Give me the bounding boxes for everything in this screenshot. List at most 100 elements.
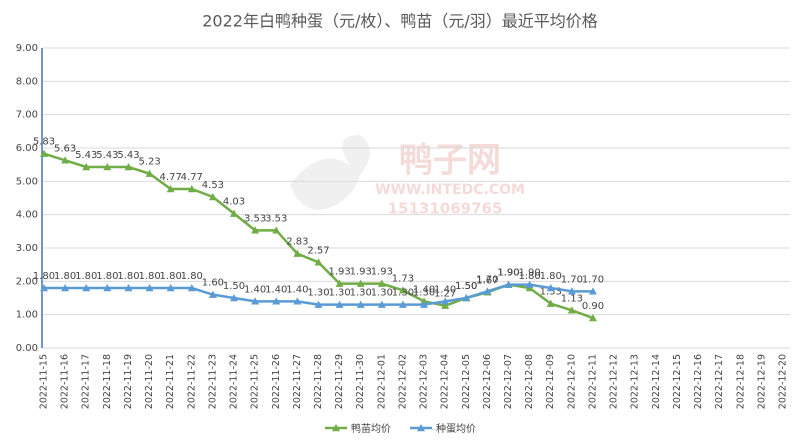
data-label: 1.80 <box>96 271 118 282</box>
x-tick-label: 2022-12-07 <box>503 354 514 409</box>
data-label: 1.80 <box>75 271 97 282</box>
data-label: 1.93 <box>371 267 393 278</box>
data-label: 2.83 <box>286 237 308 248</box>
x-tick-label: 2022-12-15 <box>672 354 683 409</box>
data-label: 1.73 <box>392 273 414 284</box>
data-label: 3.53 <box>265 213 287 224</box>
point-marker <box>124 163 133 171</box>
data-label: 1.30 <box>350 288 372 299</box>
data-label: 1.13 <box>561 293 583 304</box>
point-marker <box>40 284 48 292</box>
data-label: 1.93 <box>350 267 372 278</box>
point-marker <box>546 299 555 307</box>
watermark-text: WWW.INTEDC.COM <box>375 182 525 198</box>
data-label: 1.67 <box>476 275 498 286</box>
legend-marker <box>417 424 425 432</box>
data-label: 1.50 <box>455 281 477 292</box>
point-marker <box>124 284 133 292</box>
x-tick-label: 2022-11-20 <box>144 354 155 409</box>
point-marker <box>230 294 239 302</box>
point-marker <box>293 249 302 257</box>
x-tick-label: 2022-12-06 <box>482 354 493 409</box>
y-tick-label: 1.00 <box>16 310 38 321</box>
data-label: 1.30 <box>392 288 414 299</box>
point-marker <box>525 280 534 288</box>
point-marker <box>335 300 344 308</box>
point-marker <box>377 300 386 308</box>
point-marker <box>61 156 70 164</box>
point-marker <box>230 209 239 217</box>
point-marker <box>166 185 175 193</box>
data-label: 1.80 <box>518 271 540 282</box>
watermark-logo <box>290 135 370 210</box>
data-label: 1.90 <box>497 268 519 279</box>
legend-marker <box>332 424 340 432</box>
x-tick-label: 2022-12-16 <box>693 354 704 409</box>
x-tick-label: 2022-11-18 <box>102 354 113 409</box>
point-marker <box>251 226 260 234</box>
x-tick-label: 2022-12-03 <box>419 354 430 409</box>
point-marker <box>187 284 196 292</box>
point-marker <box>398 300 407 308</box>
x-tick-label: 2022-11-17 <box>81 354 92 409</box>
data-label: 1.80 <box>138 271 160 282</box>
data-label: 4.77 <box>160 172 182 183</box>
data-label: 5.63 <box>54 143 76 154</box>
y-tick-label: 6.00 <box>16 143 38 154</box>
x-tick-label: 2022-12-04 <box>440 354 451 409</box>
data-label: 4.53 <box>202 180 224 191</box>
point-marker <box>356 300 365 308</box>
point-marker <box>61 284 70 292</box>
data-label: 1.80 <box>181 271 203 282</box>
point-marker <box>462 294 471 302</box>
data-label: 1.80 <box>54 271 76 282</box>
point-marker <box>588 287 597 295</box>
data-label: 1.50 <box>455 281 477 292</box>
data-label: 5.43 <box>96 150 118 161</box>
watermark: 鸭子网 WWW.INTEDC.COM 15131069765 <box>290 135 525 218</box>
y-tick-label: 3.00 <box>16 243 38 254</box>
x-tick-label: 2022-12-18 <box>735 354 746 409</box>
data-label: 1.80 <box>33 271 55 282</box>
x-tick-label: 2022-11-24 <box>229 354 240 409</box>
point-marker <box>504 280 513 288</box>
point-marker <box>272 226 281 234</box>
data-label: 1.70 <box>582 274 604 285</box>
point-marker <box>420 300 429 308</box>
point-marker <box>567 306 576 314</box>
x-tick-label: 2022-12-19 <box>756 354 767 409</box>
point-marker <box>398 286 407 294</box>
data-label: 1.30 <box>413 288 435 299</box>
data-label: 5.43 <box>75 150 97 161</box>
chart-title: 2022年白鸭种蛋（元/枚）、鸭苗（元/羽）最近平均价格 <box>202 12 598 31</box>
x-tick-label: 2022-12-05 <box>461 354 472 409</box>
data-label: 1.70 <box>476 274 498 285</box>
x-tick-label: 2022-11-26 <box>271 354 282 409</box>
x-tick-label: 2022-11-16 <box>60 354 71 409</box>
point-marker <box>546 284 555 292</box>
data-label: 5.83 <box>33 137 55 148</box>
x-tick-label: 2022-11-21 <box>165 354 176 409</box>
x-tick-label: 2022-12-02 <box>397 354 408 409</box>
x-tick-label: 2022-11-15 <box>39 354 50 409</box>
x-tick-label: 2022-11-23 <box>207 354 218 409</box>
point-marker <box>251 297 260 305</box>
x-tick-label: 2022-11-30 <box>355 354 366 409</box>
x-tick-label: 2022-12-08 <box>524 354 535 409</box>
point-marker <box>314 300 323 308</box>
point-marker <box>272 297 281 305</box>
point-marker <box>145 284 154 292</box>
point-marker <box>208 193 217 201</box>
x-tick-label: 2022-12-11 <box>587 354 598 409</box>
data-label: 1.33 <box>540 287 562 298</box>
data-label: 3.53 <box>244 213 266 224</box>
data-label: 1.30 <box>371 288 393 299</box>
point-marker <box>377 279 386 287</box>
data-label: 1.90 <box>497 268 519 279</box>
data-label: 1.40 <box>265 284 287 295</box>
watermark-text: 15131069765 <box>388 200 503 218</box>
data-label: 1.40 <box>413 284 435 295</box>
point-marker <box>103 163 112 171</box>
data-label: 1.70 <box>561 274 583 285</box>
